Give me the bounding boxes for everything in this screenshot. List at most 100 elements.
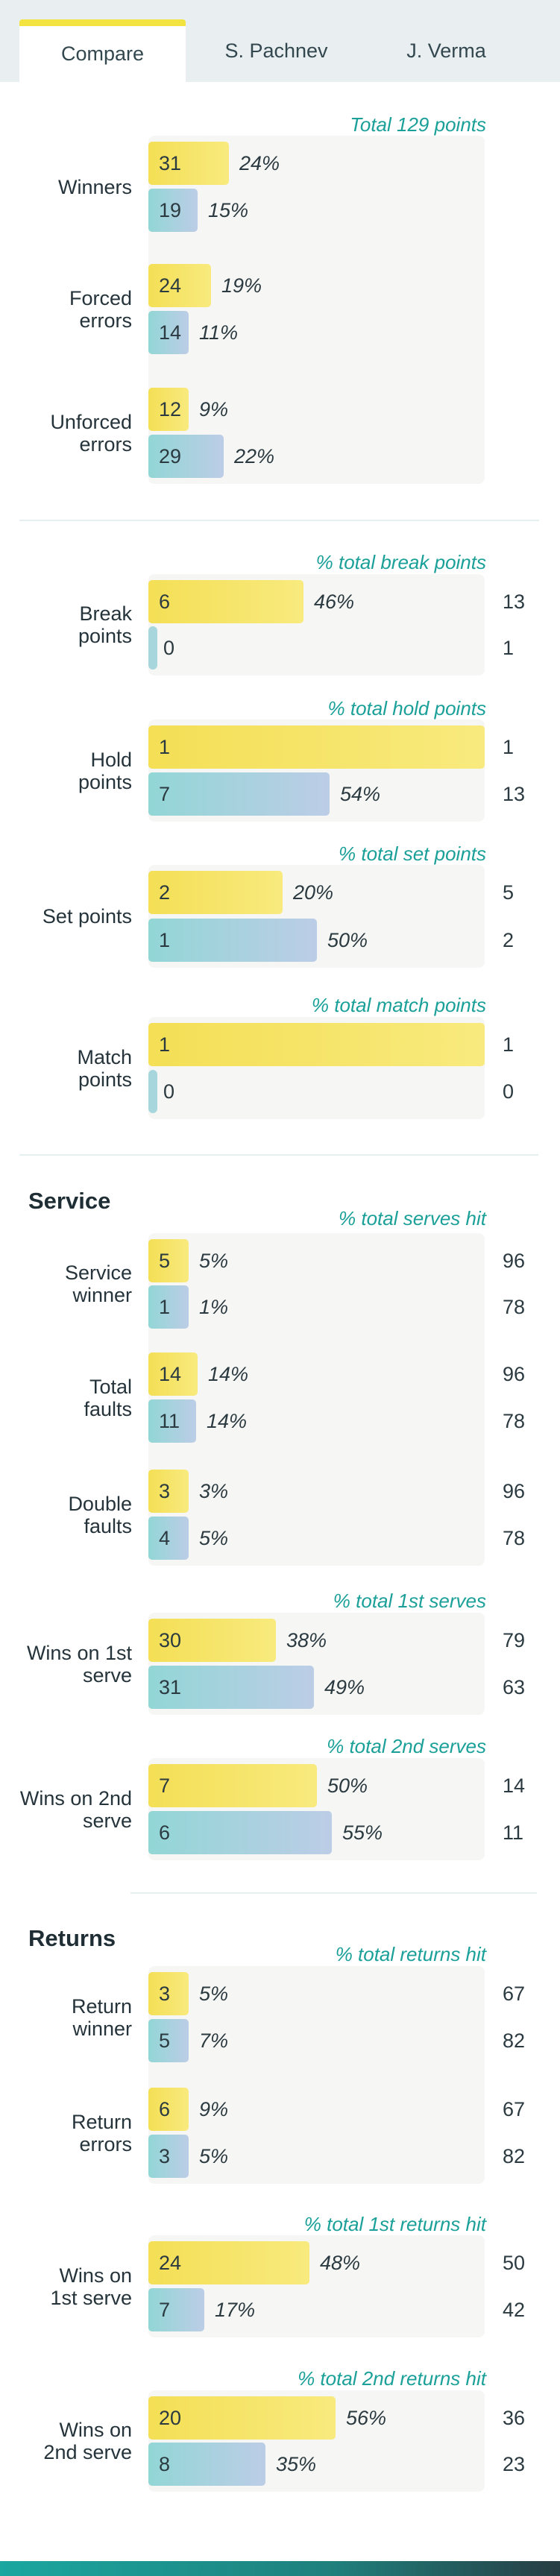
stat-label: Break points bbox=[78, 602, 132, 647]
total-count: 1 bbox=[503, 1033, 515, 1056]
bar-percent: 5% bbox=[199, 2145, 229, 2167]
bar-percent: 5% bbox=[199, 1527, 229, 1549]
bar-percent: 22% bbox=[234, 445, 275, 467]
bar-percent: 17% bbox=[215, 2299, 256, 2321]
bar-percent: 50% bbox=[327, 929, 368, 951]
bar-value: 7 bbox=[159, 783, 171, 805]
chart-panel bbox=[148, 1966, 485, 2184]
bar-percent: 14% bbox=[208, 1363, 249, 1385]
bar-percent: 5% bbox=[199, 1250, 229, 1272]
bar-value: 31 bbox=[159, 152, 182, 174]
bar-percent: 46% bbox=[314, 591, 355, 613]
bar-percent: 50% bbox=[327, 1774, 368, 1797]
total-count: 96 bbox=[503, 1250, 526, 1272]
bar-p1 bbox=[148, 725, 485, 769]
total-count: 79 bbox=[503, 1629, 526, 1651]
total-count: 11 bbox=[503, 1821, 524, 1844]
bar-p2 bbox=[148, 1070, 157, 1113]
bar-value: 5 bbox=[159, 2029, 171, 2052]
total-count: 23 bbox=[503, 2453, 526, 2475]
total-count: 36 bbox=[503, 2407, 526, 2429]
bar-p1 bbox=[148, 1352, 198, 1396]
bar-p1 bbox=[148, 1764, 317, 1807]
bar-percent: 19% bbox=[221, 274, 262, 297]
tab-player-1[interactable]: S. Pachnev bbox=[224, 39, 328, 62]
bar-value: 3 bbox=[159, 2145, 171, 2167]
chart-panel bbox=[148, 136, 485, 484]
total-count: 0 bbox=[503, 1080, 515, 1103]
stat-label: Hold points bbox=[78, 749, 132, 793]
bar-p1 bbox=[148, 1023, 485, 1066]
chart-panel bbox=[148, 1233, 485, 1566]
bar-value: 11 bbox=[159, 1410, 180, 1432]
chart-caption: Total 129 points bbox=[350, 113, 486, 136]
total-count: 13 bbox=[503, 591, 526, 613]
bar-value: 20 bbox=[159, 2407, 182, 2429]
bar-value: 2 bbox=[159, 881, 171, 904]
bar-percent: 54% bbox=[340, 783, 381, 805]
stat-label: Match points bbox=[77, 1046, 132, 1091]
footer-accent-bar bbox=[0, 2561, 560, 2576]
bar-p1 bbox=[148, 1972, 189, 2015]
section-divider bbox=[19, 1154, 538, 1156]
total-count: 5 bbox=[503, 881, 515, 904]
bar-p2 bbox=[148, 2019, 189, 2062]
section-divider bbox=[19, 520, 539, 521]
chart-caption: % total 1st returns hit bbox=[303, 2213, 486, 2235]
bar-value: 7 bbox=[159, 1774, 171, 1797]
chart-caption: % total serves hit bbox=[339, 1207, 486, 1229]
bar-percent: 55% bbox=[342, 1821, 383, 1844]
total-count: 13 bbox=[503, 783, 526, 805]
chart-caption: % total hold points bbox=[327, 697, 486, 719]
bar-percent: 48% bbox=[320, 2252, 361, 2274]
bar-value: 30 bbox=[159, 1629, 182, 1651]
section-title-returns: Returns bbox=[28, 1925, 116, 1951]
tab-player-2[interactable]: J. Verma bbox=[406, 39, 486, 62]
bar-p1 bbox=[148, 264, 211, 307]
bar-value: 8 bbox=[159, 2453, 171, 2475]
bar-p1 bbox=[148, 2241, 309, 2284]
bar-percent: 15% bbox=[208, 199, 249, 221]
bar-value: 29 bbox=[159, 445, 182, 467]
stat-label: Return winner bbox=[71, 1995, 132, 2040]
bar-p2 bbox=[148, 772, 330, 816]
bar-value: 12 bbox=[159, 398, 182, 421]
bar-value: 6 bbox=[159, 591, 171, 613]
bar-value: 31 bbox=[159, 1676, 182, 1698]
bar-value: 3 bbox=[159, 1983, 171, 2005]
stat-label: Double faults bbox=[68, 1493, 132, 1537]
section-title-service: Service bbox=[28, 1188, 111, 1214]
bar-p2 bbox=[148, 626, 157, 670]
stat-label: Wins on 1st serve bbox=[50, 2264, 132, 2309]
bar-value: 1 bbox=[159, 1296, 171, 1318]
bar-value: 24 bbox=[159, 274, 182, 297]
bar-value: 6 bbox=[159, 2098, 171, 2120]
total-count: 78 bbox=[503, 1410, 526, 1432]
bar-value: 19 bbox=[159, 199, 182, 221]
stat-label: Service winner bbox=[64, 1262, 132, 1306]
stat-label: Wins on 2nd serve bbox=[43, 2419, 132, 2463]
chart-caption: % total 2nd returns hit bbox=[298, 2367, 486, 2390]
bar-p2 bbox=[148, 189, 198, 232]
stat-label: Total faults bbox=[84, 1376, 132, 1420]
bar-percent: 20% bbox=[293, 881, 334, 904]
total-count: 50 bbox=[503, 2252, 526, 2274]
bar-percent: 9% bbox=[199, 2098, 229, 2120]
bar-p1 bbox=[148, 388, 189, 431]
bar-value: 1 bbox=[159, 1033, 171, 1056]
bar-percent: 38% bbox=[286, 1629, 327, 1651]
total-count: 67 bbox=[503, 1983, 526, 2005]
bar-value: 1 bbox=[159, 929, 171, 951]
bar-p1 bbox=[148, 142, 229, 185]
bar-p1 bbox=[148, 580, 303, 623]
bar-value: 14 bbox=[159, 321, 182, 344]
total-count: 82 bbox=[503, 2029, 526, 2052]
bar-value: 6 bbox=[159, 1821, 171, 1844]
tab-compare[interactable]: Compare bbox=[19, 19, 186, 82]
bar-p2 bbox=[148, 1399, 196, 1443]
bar-p2 bbox=[148, 311, 189, 354]
chart-caption: % total break points bbox=[315, 551, 486, 573]
total-count: 78 bbox=[503, 1527, 526, 1549]
chart-caption: % total 1st serves bbox=[333, 1590, 486, 1612]
bar-value: 5 bbox=[159, 1250, 171, 1272]
